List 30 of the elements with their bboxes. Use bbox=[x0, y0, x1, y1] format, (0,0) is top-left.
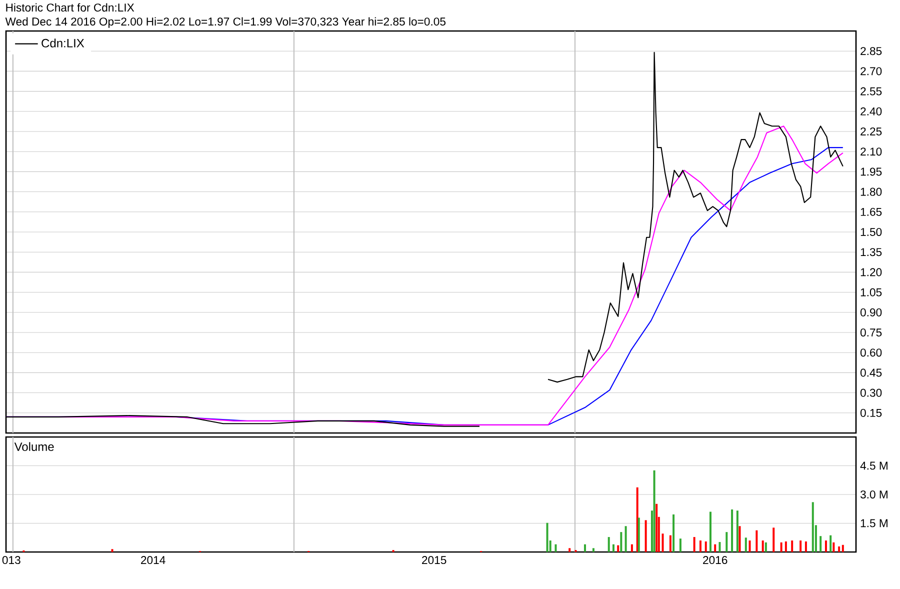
x-tick-label: 013 bbox=[2, 556, 20, 564]
y-tick-label: 0.30 bbox=[860, 388, 882, 397]
y-tick-label: 0.60 bbox=[860, 348, 882, 357]
y-tick-label: 3.0 M bbox=[860, 490, 888, 498]
x-tick-label: 2014 bbox=[141, 556, 166, 564]
y-tick-label: 1.95 bbox=[860, 168, 882, 176]
y-tick-label: 2.25 bbox=[860, 127, 882, 136]
y-tick-label: 1.20 bbox=[860, 268, 882, 276]
y-tick-label: 0.45 bbox=[860, 368, 882, 377]
chart-title: Historic Chart for Cdn:LIX bbox=[6, 3, 134, 12]
y-tick-label: 2.10 bbox=[860, 148, 882, 156]
chart-subtitle: Wed Dec 14 2016 Op=2.00 Hi=2.02 Lo=1.97 Cl=1.99 Vol=370,323 Year hi=2.85 lo=0.05 bbox=[5, 17, 446, 28]
y-tick-label: 1.50 bbox=[860, 228, 882, 236]
y-tick-label: 2.70 bbox=[860, 67, 882, 76]
y-tick-label: 2.85 bbox=[860, 47, 882, 56]
legend-label: Cdn:LIX bbox=[42, 38, 84, 48]
chart-title: Volume bbox=[14, 442, 54, 451]
y-tick-label: 2.55 bbox=[860, 87, 882, 96]
y-tick-label: 1.05 bbox=[860, 288, 882, 296]
x-tick-label: 2015 bbox=[422, 556, 446, 564]
y-tick-label: 2.40 bbox=[860, 107, 882, 116]
x-tick-label: 2016 bbox=[703, 556, 728, 564]
y-tick-label: 4.5 M bbox=[860, 462, 888, 470]
y-tick-label: 1.65 bbox=[860, 208, 882, 216]
y-tick-label: 0.15 bbox=[860, 408, 882, 417]
y-tick-label: 1.5 M bbox=[860, 519, 888, 528]
y-tick-label: 0.75 bbox=[860, 328, 882, 336]
y-tick-label: 1.35 bbox=[860, 248, 882, 256]
y-tick-label: 1.80 bbox=[860, 188, 882, 196]
y-tick-label: 0.90 bbox=[860, 308, 882, 316]
